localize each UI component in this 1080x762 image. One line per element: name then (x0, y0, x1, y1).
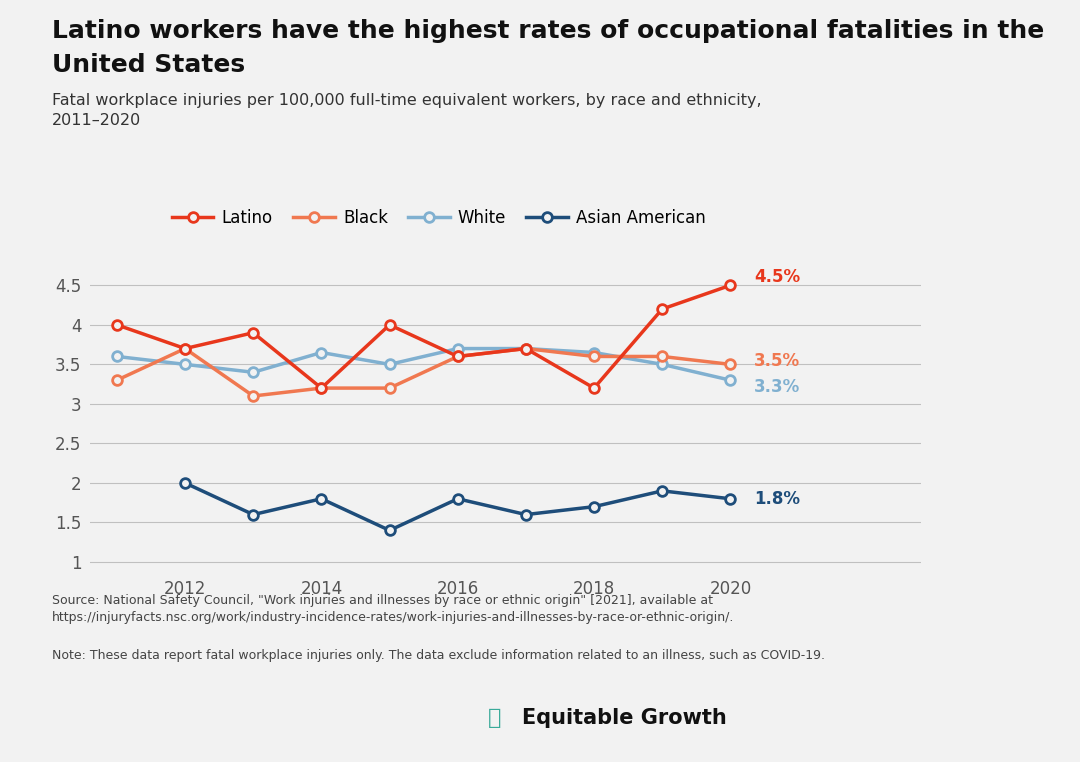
Text: Note: These data report fatal workplace injuries only. The data exclude informat: Note: These data report fatal workplace … (52, 649, 825, 662)
Text: Latino workers have the highest rates of occupational fatalities in the: Latino workers have the highest rates of… (52, 19, 1044, 43)
Text: 3.5%: 3.5% (754, 352, 800, 370)
Text: 4.5%: 4.5% (754, 268, 800, 287)
Text: Equitable Growth: Equitable Growth (522, 708, 727, 728)
Text: Source: National Safety Council, "Work injuries and illnesses by race or ethnic : Source: National Safety Council, "Work i… (52, 594, 734, 624)
Legend: Latino, Black, White, Asian American: Latino, Black, White, Asian American (165, 202, 713, 233)
Text: 🌿: 🌿 (488, 708, 501, 728)
Text: United States: United States (52, 53, 245, 77)
Text: Fatal workplace injuries per 100,000 full-time equivalent workers, by race and e: Fatal workplace injuries per 100,000 ful… (52, 93, 761, 128)
Text: 3.3%: 3.3% (754, 378, 800, 396)
Text: 1.8%: 1.8% (754, 490, 800, 507)
